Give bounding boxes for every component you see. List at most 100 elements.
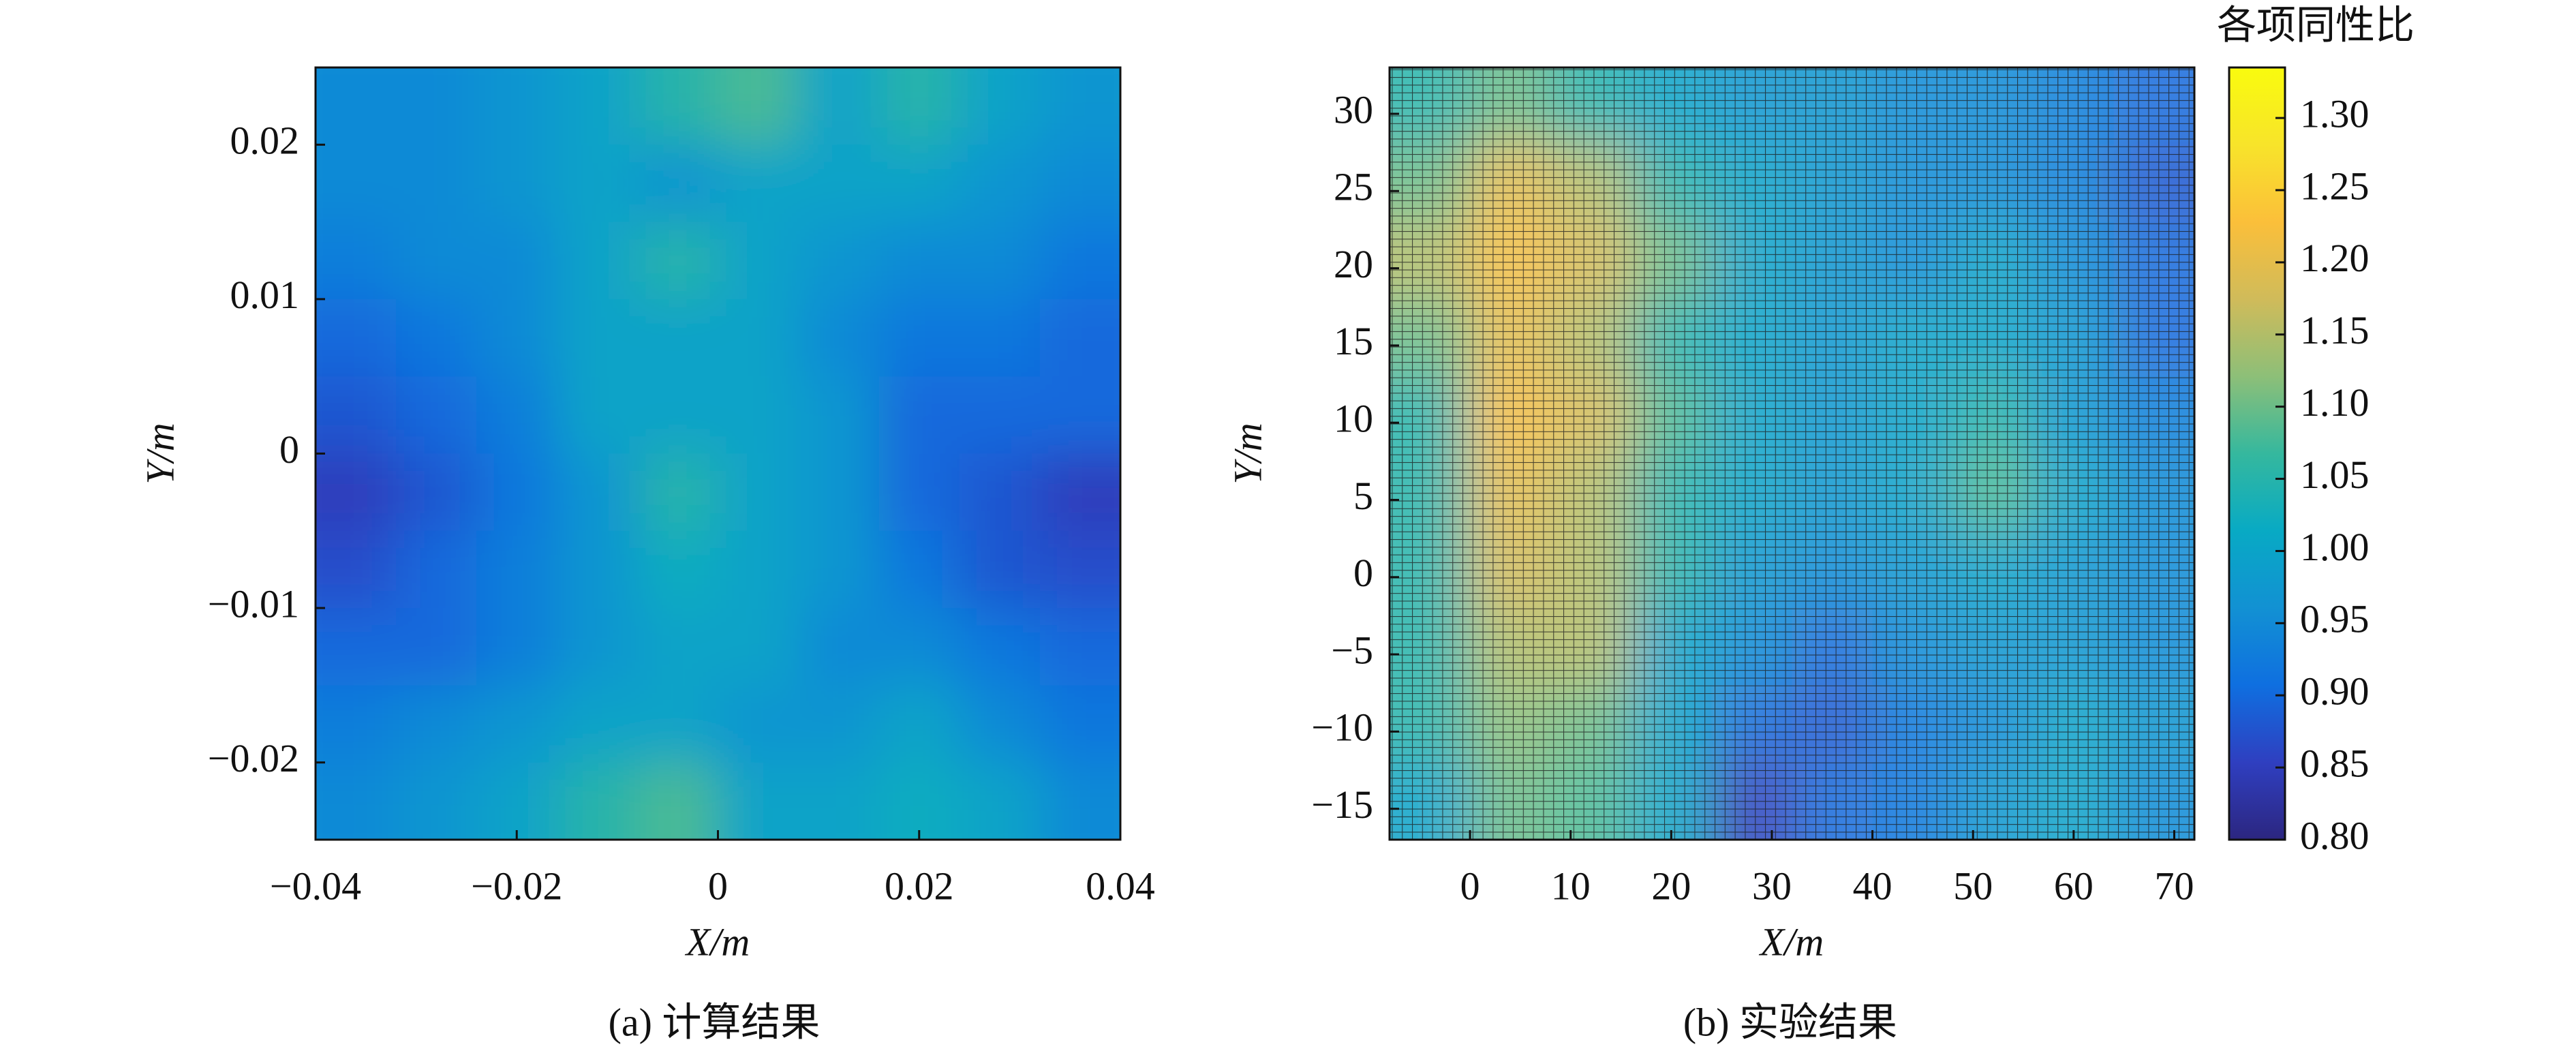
y-tick-label: 30 bbox=[1334, 87, 1373, 132]
heat-cell bbox=[396, 685, 478, 763]
x-tick-label: 40 bbox=[1853, 864, 1892, 908]
heat-cell bbox=[396, 376, 478, 455]
x-tick-label: 70 bbox=[2154, 864, 2194, 908]
heat-cell bbox=[718, 530, 799, 609]
caption: (b) 实验结果 bbox=[1683, 1000, 1897, 1044]
x-tick-label: 0 bbox=[1460, 864, 1480, 908]
y-tick-label: 0 bbox=[279, 427, 299, 472]
heat-cell bbox=[718, 376, 799, 455]
heat-cell bbox=[316, 453, 397, 532]
heat-cell bbox=[798, 453, 880, 532]
heat-cell bbox=[637, 762, 719, 840]
y-tick-label: 20 bbox=[1334, 242, 1373, 286]
plot-frame bbox=[1388, 66, 2196, 841]
heat-cell bbox=[798, 685, 880, 763]
heat-cell bbox=[959, 222, 1041, 300]
heat-cell bbox=[316, 530, 397, 609]
y-tick-label: −15 bbox=[1311, 782, 1373, 827]
heat-cell bbox=[798, 299, 880, 378]
heat-cell bbox=[557, 299, 639, 378]
heat-cell bbox=[396, 530, 478, 609]
heat-cell bbox=[396, 453, 478, 532]
heat-cell bbox=[316, 67, 397, 146]
heat-cell bbox=[959, 608, 1041, 686]
colorbar-tick-label: 1.00 bbox=[2300, 525, 2370, 569]
heat-cell bbox=[557, 685, 639, 763]
colorbar-tick-label: 1.15 bbox=[2300, 308, 2370, 352]
heat-cell bbox=[476, 685, 558, 763]
colorbar-title: 各项同性比 bbox=[2217, 3, 2414, 47]
colorbar-tick-label: 1.30 bbox=[2300, 91, 2370, 136]
heat-cell bbox=[637, 608, 719, 686]
heat-cell bbox=[798, 608, 880, 686]
colorbar-tick-label: 0.80 bbox=[2300, 813, 2370, 857]
heat-cell bbox=[959, 762, 1041, 840]
y-tick-label: 0 bbox=[1353, 551, 1373, 595]
x-tick-label: 30 bbox=[1752, 864, 1792, 908]
heat-cell bbox=[637, 299, 719, 378]
heat-cell bbox=[557, 376, 639, 455]
heat-cell bbox=[798, 67, 880, 146]
heat-cell bbox=[1039, 376, 1120, 455]
heat-cell bbox=[637, 453, 719, 532]
y-axis-label: Y/m bbox=[1225, 423, 1270, 484]
heat-cell bbox=[798, 376, 880, 455]
x-tick-label: −0.04 bbox=[270, 864, 361, 908]
y-tick-label: 10 bbox=[1334, 396, 1373, 440]
heat-cell bbox=[396, 762, 478, 840]
y-tick-label: −5 bbox=[1331, 628, 1373, 672]
heat-cell bbox=[316, 144, 397, 223]
heat-cell bbox=[637, 530, 719, 609]
heat-cell bbox=[476, 762, 558, 840]
heat-cell bbox=[476, 453, 558, 532]
y-tick-label: 15 bbox=[1334, 319, 1373, 363]
heat-cell bbox=[476, 144, 558, 223]
x-axis-label: X/m bbox=[685, 919, 750, 964]
heat-cell bbox=[316, 608, 397, 686]
heat-cell bbox=[316, 762, 397, 840]
colorbar-tick-label: 1.25 bbox=[2300, 164, 2370, 208]
x-axis-label: X/m bbox=[1759, 919, 1824, 964]
heat-cell bbox=[476, 530, 558, 609]
heat-cell bbox=[1039, 144, 1120, 223]
heat-cell bbox=[557, 608, 639, 686]
heat-cell bbox=[396, 144, 478, 223]
heat-cell bbox=[959, 376, 1041, 455]
heat-cell bbox=[959, 453, 1041, 532]
heat-cell bbox=[878, 530, 960, 609]
heat-cell bbox=[718, 608, 799, 686]
heat-cell bbox=[718, 222, 799, 300]
heat-cell bbox=[878, 608, 960, 686]
heat-cell bbox=[1039, 222, 1120, 300]
heat-cell bbox=[959, 299, 1041, 378]
colorbar-tick-label: 0.95 bbox=[2300, 597, 2370, 641]
heat-cell bbox=[959, 685, 1041, 763]
heat-cell bbox=[396, 222, 478, 300]
heat-cell bbox=[316, 685, 397, 763]
y-tick-label: 0.02 bbox=[230, 119, 300, 163]
heat-cell bbox=[557, 453, 639, 532]
heat-cell bbox=[798, 530, 880, 609]
x-tick-label: 0.02 bbox=[885, 864, 954, 908]
y-axis-label: Y/m bbox=[138, 423, 182, 484]
heat-cell bbox=[1039, 299, 1120, 378]
heat-cell bbox=[476, 376, 558, 455]
heat-cell bbox=[476, 222, 558, 300]
heat-cell bbox=[316, 376, 397, 455]
heat-cell bbox=[718, 762, 799, 840]
heat-cell bbox=[316, 222, 397, 300]
heat-cell bbox=[959, 144, 1041, 223]
heat-cell bbox=[396, 608, 478, 686]
heat-cell bbox=[1039, 685, 1120, 763]
heat-cell bbox=[798, 144, 880, 223]
heat-cell bbox=[718, 144, 799, 223]
heat-cell bbox=[718, 67, 799, 146]
heat-cell bbox=[718, 453, 799, 532]
y-tick-label: 25 bbox=[1334, 165, 1373, 209]
mesh bbox=[1390, 67, 2194, 840]
heat-cell bbox=[316, 299, 397, 378]
heat-cell bbox=[959, 67, 1041, 146]
colorbar-tick-label: 1.10 bbox=[2300, 380, 2370, 425]
y-tick-label: 0.01 bbox=[230, 273, 300, 317]
colorbar-tick-label: 0.85 bbox=[2300, 741, 2370, 785]
